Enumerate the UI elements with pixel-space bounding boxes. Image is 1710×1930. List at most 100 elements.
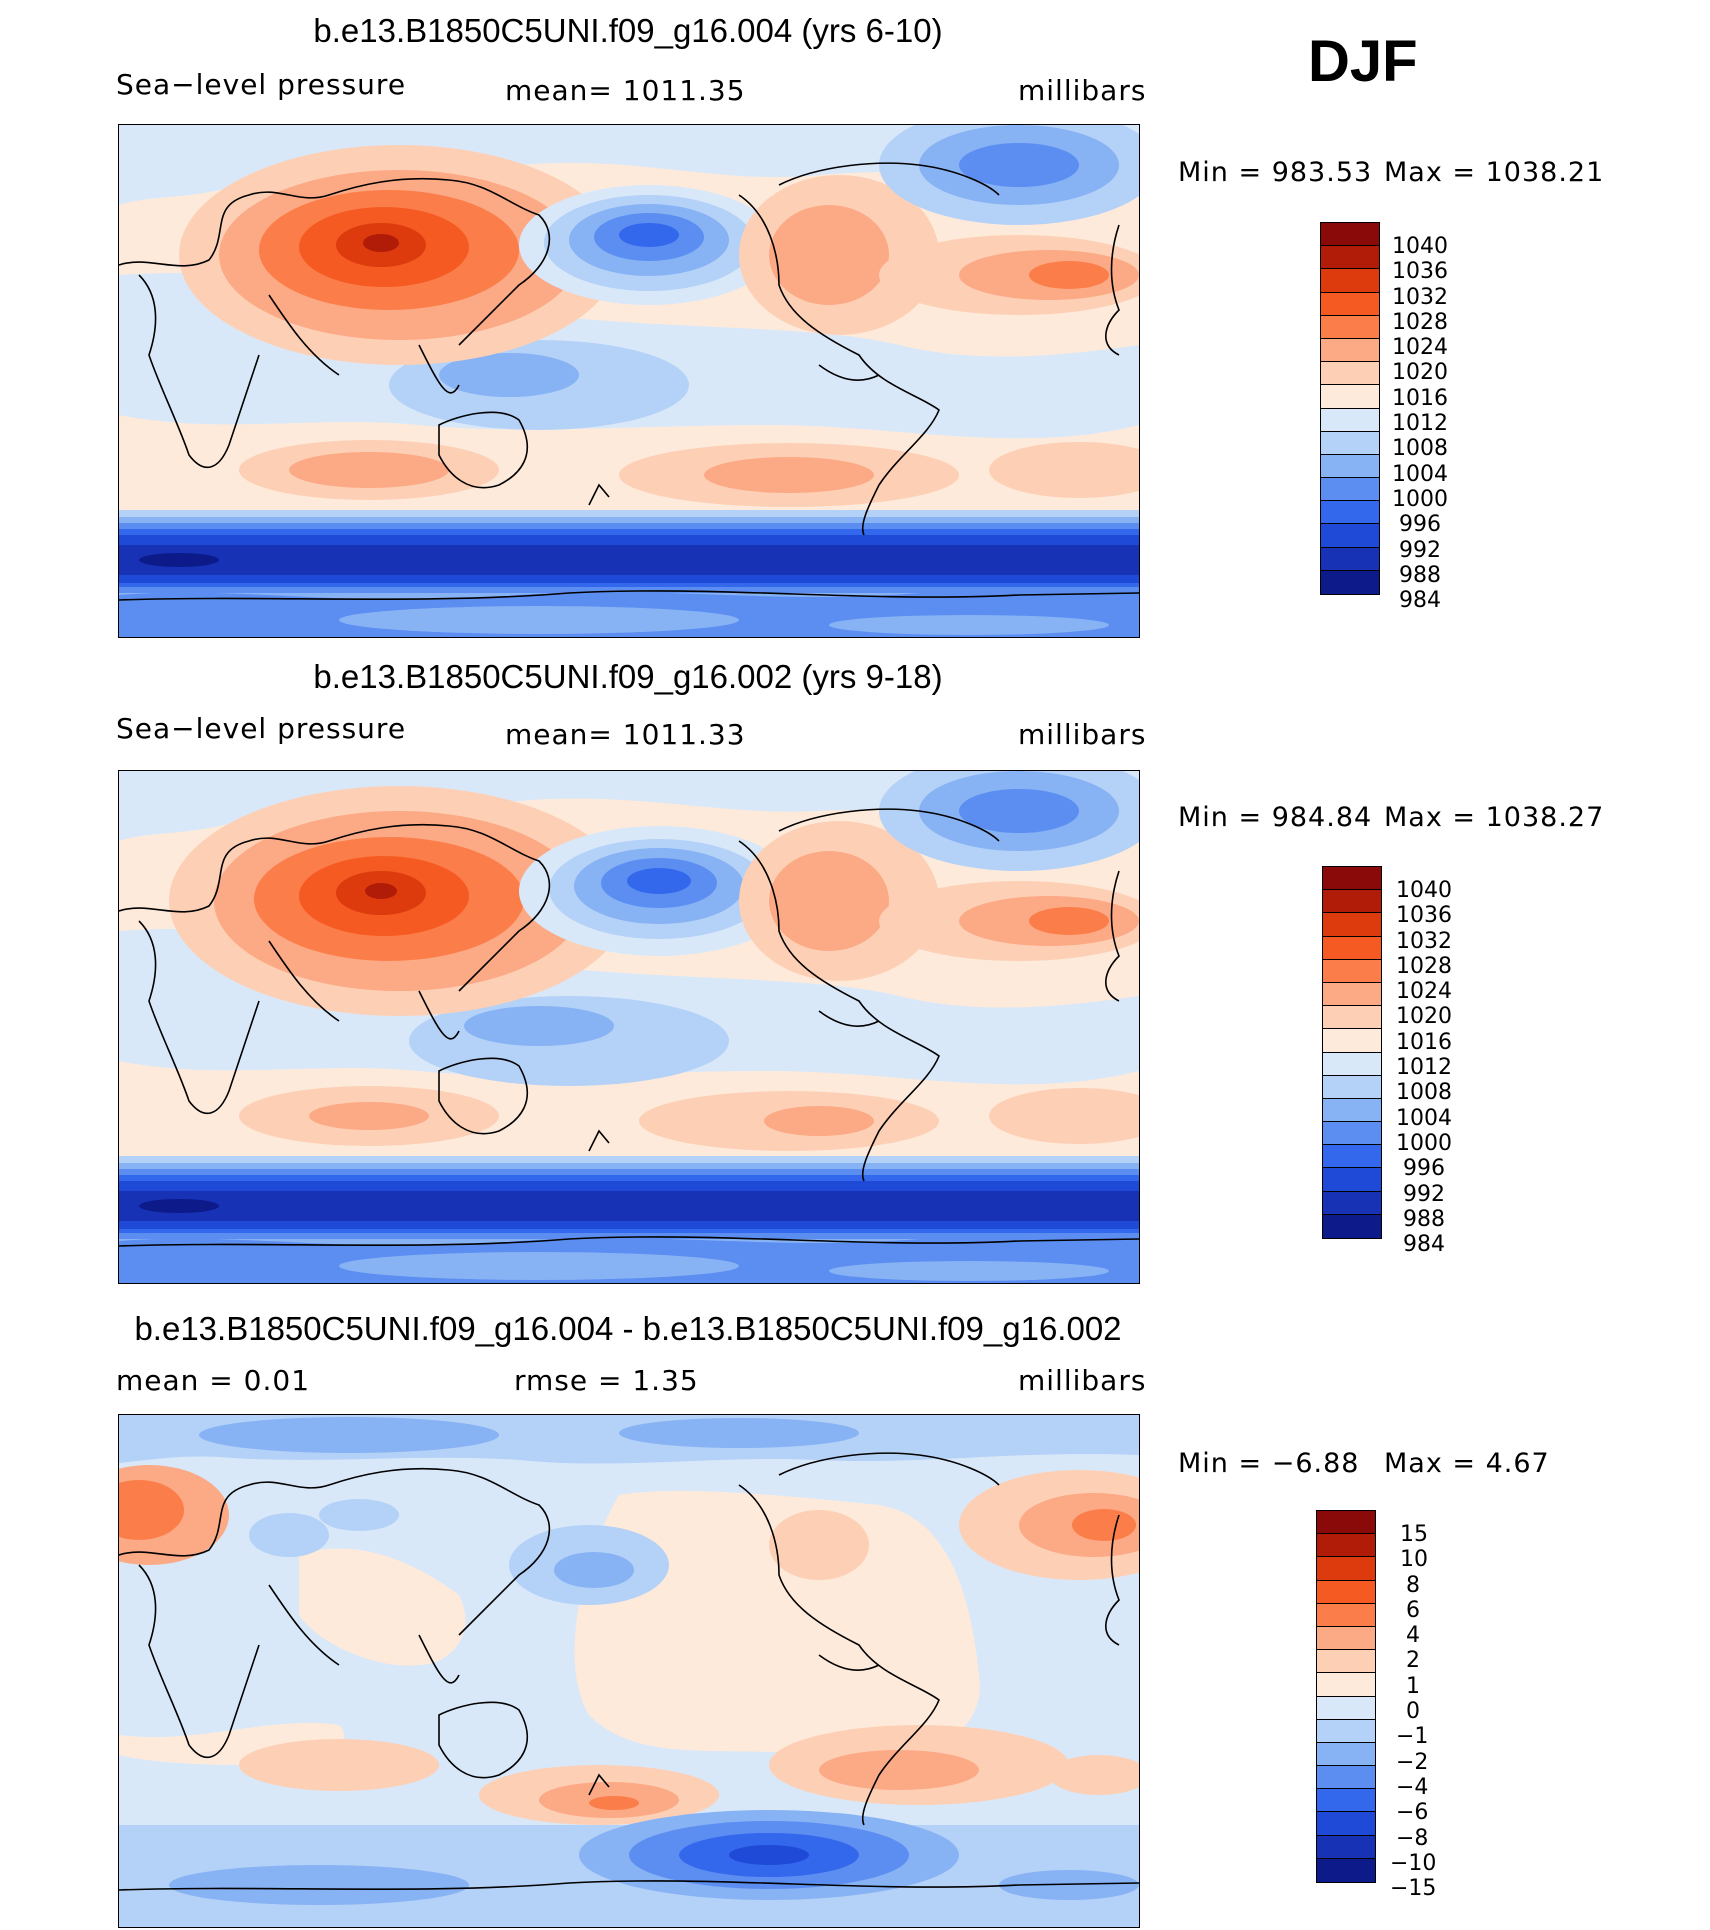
colorbar-tick-label: 1020 xyxy=(1396,1004,1452,1030)
panel2-min-label: Min = 984.84 xyxy=(1178,802,1373,833)
panel2-colorbar-box xyxy=(1323,867,1381,891)
panel3-colorbar-box xyxy=(1317,1626,1375,1651)
panel1-colorbar-box xyxy=(1321,246,1379,270)
panel1-colorbar-box xyxy=(1321,315,1379,339)
panel3-colorbar-box xyxy=(1317,1673,1375,1697)
colorbar-tick-label: −15 xyxy=(1390,1876,1437,1902)
colorbar-tick-label: 1024 xyxy=(1396,979,1452,1005)
panel2-units-label: millibars xyxy=(1018,718,1147,751)
colorbar-tick-label: 1008 xyxy=(1392,436,1448,462)
panel3-title: b.e13.B1850C5UNI.f09_g16.004 - b.e13.B18… xyxy=(134,1310,1122,1347)
panel3-colorbar xyxy=(1316,1510,1376,1883)
panel1-colorbar-box xyxy=(1321,385,1379,409)
panel2-colorbar-box xyxy=(1323,1122,1381,1146)
panel1-map xyxy=(118,124,1140,638)
panel2-colorbar-box xyxy=(1323,1214,1381,1238)
panel1-min-label: Min = 983.53 xyxy=(1178,157,1373,188)
panel3-colorbar-box xyxy=(1317,1580,1375,1604)
panel1-colorbar-box xyxy=(1321,292,1379,316)
colorbar-tick-label: 1028 xyxy=(1392,309,1448,335)
panel3-colorbar-box xyxy=(1317,1835,1375,1859)
colorbar-tick-label: 2 xyxy=(1406,1648,1420,1674)
colorbar-tick-label: 992 xyxy=(1399,537,1441,563)
colorbar-tick-label: 1028 xyxy=(1396,953,1452,979)
panel3-map-field xyxy=(119,1415,1139,1927)
panel3-colorbar-box xyxy=(1317,1742,1375,1767)
panel3-map xyxy=(118,1414,1140,1928)
panel2-colorbar-box xyxy=(1323,1168,1381,1192)
panel2-title: b.e13.B1850C5UNI.f09_g16.002 (yrs 9-18) xyxy=(313,658,943,695)
panel2-colorbar xyxy=(1322,866,1382,1239)
panel3-units-label: millibars xyxy=(1018,1364,1147,1397)
panel1-colorbar-box xyxy=(1321,524,1379,548)
panel1-units-label: millibars xyxy=(1018,74,1147,107)
panel2-colorbar-box xyxy=(1323,1075,1381,1099)
panel1-colorbar-labels: 1040 1036 1032 1028 1024 1020 1016 1012 … xyxy=(1392,234,1448,613)
colorbar-tick-label: 1036 xyxy=(1392,259,1448,285)
panel2-map xyxy=(118,770,1140,1284)
colorbar-tick-label: 1036 xyxy=(1396,903,1452,929)
panel2-colorbar-box xyxy=(1323,913,1381,937)
panel1-map-field xyxy=(119,125,1139,637)
panel1-colorbar-box xyxy=(1321,338,1379,363)
panel2-colorbar-box xyxy=(1323,1006,1381,1030)
panel3-colorbar-labels: 15 10 8 6 4 2 1 0 −1 −2 −4 −6 −8 −10 −15 xyxy=(1390,1522,1436,1901)
colorbar-tick-label: 1012 xyxy=(1392,411,1448,437)
colorbar-tick-label: 1016 xyxy=(1392,385,1448,411)
panel3-min-label: Min = −6.88 xyxy=(1178,1448,1360,1479)
panel1-colorbar-box xyxy=(1321,431,1379,455)
panel3-colorbar-box xyxy=(1317,1650,1375,1674)
panel1-colorbar-box xyxy=(1321,501,1379,525)
panel3-colorbar-box xyxy=(1317,1766,1375,1790)
panel1-colorbar-box xyxy=(1321,362,1379,386)
panel3-colorbar-box xyxy=(1317,1719,1375,1743)
panel1-max-label: Max = 1038.21 xyxy=(1384,157,1605,188)
colorbar-tick-label: 996 xyxy=(1403,1156,1445,1182)
colorbar-tick-label: −2 xyxy=(1396,1749,1429,1775)
panel3-colorbar-box xyxy=(1317,1696,1375,1720)
panel3-colorbar-box xyxy=(1317,1534,1375,1558)
colorbar-tick-label: 1020 xyxy=(1392,360,1448,386)
colorbar-tick-label: 1000 xyxy=(1392,486,1448,512)
colorbar-tick-label: −10 xyxy=(1390,1850,1437,1876)
colorbar-tick-label: −8 xyxy=(1396,1825,1429,1851)
colorbar-tick-label: 1032 xyxy=(1396,928,1452,954)
panel2-max-label: Max = 1038.27 xyxy=(1384,802,1605,833)
panel1-colorbar-box xyxy=(1321,547,1379,571)
panel1-colorbar-box xyxy=(1321,223,1379,247)
colorbar-tick-label: −4 xyxy=(1396,1774,1429,1800)
panel3-colorbar-box xyxy=(1317,1789,1375,1813)
panel2-field-label: Sea−level pressure xyxy=(116,712,407,745)
colorbar-tick-label: 0 xyxy=(1406,1699,1420,1725)
colorbar-tick-label: 984 xyxy=(1403,1232,1445,1258)
colorbar-tick-label: 10 xyxy=(1400,1547,1428,1573)
colorbar-tick-label: −1 xyxy=(1396,1724,1429,1750)
colorbar-tick-label: 6 xyxy=(1406,1597,1420,1623)
colorbar-tick-label: 1040 xyxy=(1396,878,1452,903)
colorbar-tick-label: 1 xyxy=(1406,1673,1420,1699)
panel2-colorbar-box xyxy=(1323,1052,1381,1076)
panel1-colorbar-box xyxy=(1321,454,1379,479)
colorbar-tick-label: −6 xyxy=(1396,1800,1429,1826)
panel2-colorbar-box xyxy=(1323,936,1381,960)
colorbar-tick-label: 15 xyxy=(1400,1522,1428,1547)
colorbar-tick-label: 984 xyxy=(1399,588,1441,614)
colorbar-tick-label: 1024 xyxy=(1392,335,1448,361)
colorbar-tick-label: 1040 xyxy=(1392,234,1448,259)
panel3-rmse-label: rmse = 1.35 xyxy=(514,1364,699,1397)
panel3-colorbar-box xyxy=(1317,1603,1375,1627)
season-label: DJF xyxy=(1308,29,1418,94)
colorbar-tick-label: 1004 xyxy=(1396,1105,1452,1131)
colorbar-tick-label: 996 xyxy=(1399,512,1441,538)
panel2-colorbar-box xyxy=(1323,1029,1381,1053)
panel2-colorbar-box xyxy=(1323,959,1381,983)
panel2-colorbar-box xyxy=(1323,1145,1381,1169)
panel3-max-label: Max = 4.67 xyxy=(1384,1448,1550,1479)
colorbar-tick-label: 1012 xyxy=(1396,1055,1452,1081)
panel1-colorbar xyxy=(1320,222,1380,595)
panel1-title: b.e13.B1850C5UNI.f09_g16.004 (yrs 6-10) xyxy=(313,12,943,49)
panel1-mean-label: mean= 1011.35 xyxy=(505,74,746,107)
panel2-colorbar-box xyxy=(1323,1098,1381,1123)
colorbar-tick-label: 992 xyxy=(1403,1181,1445,1207)
colorbar-tick-label: 1032 xyxy=(1392,284,1448,310)
